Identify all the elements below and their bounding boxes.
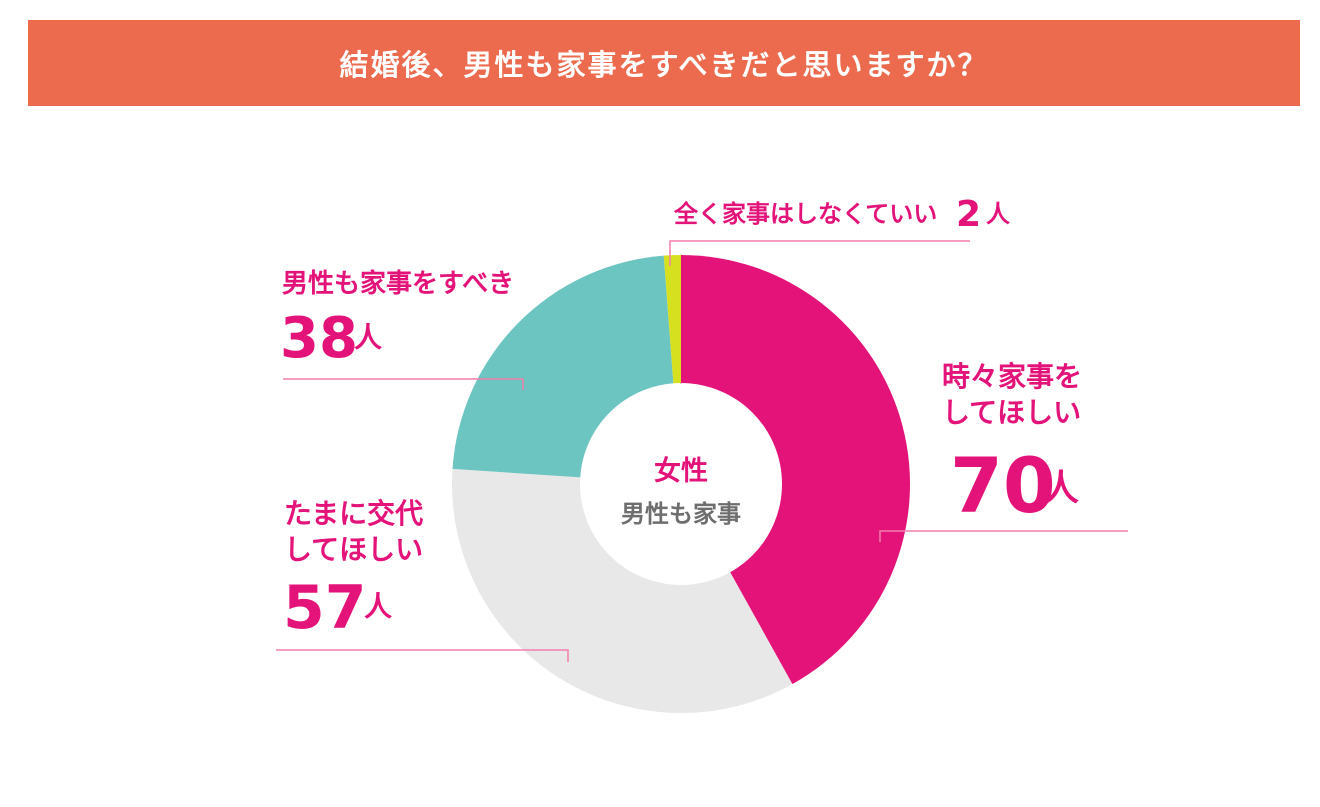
unit-should: 人: [354, 321, 382, 354]
leader-line-turns: [276, 649, 569, 662]
header-bar: 結婚後、男性も家事をすべきだと思いますか？: [28, 20, 1300, 106]
donut-hole: [580, 383, 782, 585]
center-subtitle: 男性も家事: [621, 500, 741, 528]
unit-sometimes: 人: [1043, 468, 1079, 509]
value-should: 38: [280, 306, 358, 371]
center-title: 女性: [654, 455, 708, 487]
value-none: 2: [956, 194, 981, 235]
label-turns-line1: たまに交代: [284, 497, 423, 530]
slice-sometimes: [681, 255, 911, 685]
label-none: 全く家事はしなくていい: [673, 200, 937, 228]
unit-turns: 人: [364, 590, 392, 623]
leader-line-sometimes: [879, 530, 1128, 542]
chart-title: 結婚後、男性も家事をすべきだと思いますか？: [339, 48, 989, 82]
leader-line-should: [283, 378, 524, 390]
value-sometimes: 70: [950, 441, 1056, 530]
slice-turns: [452, 468, 793, 713]
leader-line-none: [669, 240, 970, 266]
label-turns-line2: してほしい: [284, 533, 423, 566]
label-sometimes-line2: してほしい: [942, 396, 1081, 429]
value-turns: 57: [283, 573, 367, 643]
label-should: 男性も家事をすべき: [282, 268, 514, 299]
unit-none: 人: [986, 200, 1010, 228]
label-sometimes-line1: 時々家事を: [942, 360, 1082, 393]
